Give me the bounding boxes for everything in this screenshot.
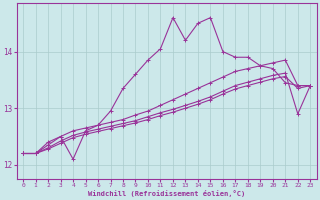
X-axis label: Windchill (Refroidissement éolien,°C): Windchill (Refroidissement éolien,°C) <box>88 190 245 197</box>
